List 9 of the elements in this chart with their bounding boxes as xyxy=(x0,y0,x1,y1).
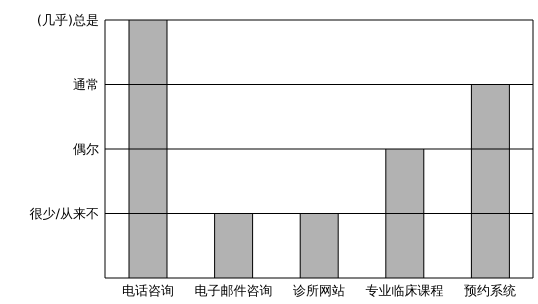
x-tick-label: 预约系统 xyxy=(464,284,516,300)
x-tick-label: 诊所网站 xyxy=(293,284,345,300)
x-tick-label: 专业临床课程 xyxy=(366,284,444,300)
ref-line-label: 偶尔 xyxy=(73,142,99,158)
x-tick-label: 电话咨询 xyxy=(122,284,174,300)
ref-line-label: 很少/从来不 xyxy=(30,207,99,222)
ref-line-label: 通常 xyxy=(73,78,99,94)
x-tick-label: 电子邮件咨询 xyxy=(194,284,272,300)
ref-line-label: (几乎)总是 xyxy=(36,14,99,29)
